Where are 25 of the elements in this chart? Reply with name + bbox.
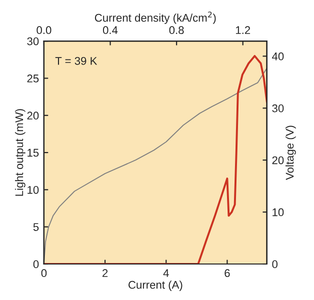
- x2-tick-label: 0.0: [36, 26, 52, 34]
- x-tick-label: 6: [224, 269, 230, 278]
- y2-tick-label: 0: [272, 260, 278, 268]
- y2-tick-label: 30: [272, 104, 284, 112]
- y2-tick-label: 40: [272, 52, 284, 60]
- y2-axis-title: Voltage (V): [286, 126, 296, 180]
- y2-tick-label: 20: [272, 156, 284, 164]
- y-tick-label: 15: [28, 148, 39, 157]
- x2-axis-title: Current density (kA/cm$^{2}$): [94, 12, 216, 24]
- x2-tick-label: 0.8: [169, 26, 184, 34]
- x-tick-label: 4: [163, 269, 169, 277]
- x2-tick-label: 0.4: [102, 26, 118, 34]
- x2-tick-label: 1.2: [236, 26, 250, 34]
- y-axis-title: Light output (mW): [14, 109, 26, 196]
- x-tick-label: 0: [41, 269, 47, 278]
- annotation: T = 39 K: [55, 56, 98, 65]
- x-axis-title: Current (A): [128, 280, 182, 291]
- y-tick-label: 10: [28, 186, 39, 194]
- y-tick-label: 5: [33, 223, 39, 231]
- y-tick-label: 0: [33, 260, 39, 268]
- y-tick-label: 25: [27, 74, 39, 82]
- y-tick-label: 20: [27, 112, 39, 120]
- y-tick-label: 30: [27, 37, 39, 46]
- y2-tick-label: 10: [272, 208, 284, 216]
- x-tick-label: 2: [102, 269, 108, 277]
